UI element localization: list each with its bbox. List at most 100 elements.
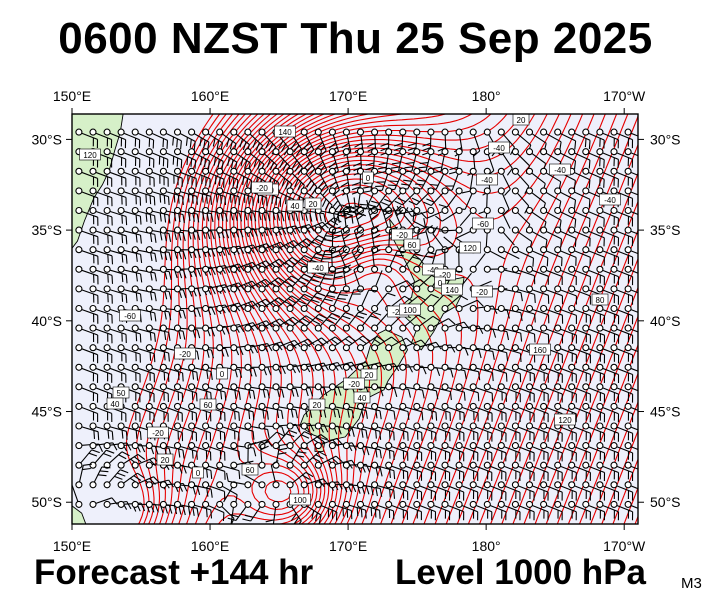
wind-barb (540, 167, 562, 191)
wind-barb (483, 344, 509, 362)
contour-label: -20 (471, 285, 493, 298)
wind-barb (540, 304, 564, 324)
wind-barb (455, 402, 479, 422)
wind-barb (582, 304, 606, 325)
wind-barb (340, 167, 351, 196)
wind-barb (286, 238, 314, 254)
wind-barb (511, 226, 533, 251)
wind-barb (89, 363, 113, 383)
svg-text:-20: -20 (152, 429, 164, 438)
wind-barb (173, 167, 197, 188)
wind-barb (103, 128, 127, 149)
wind-barb (131, 324, 156, 342)
wind-barb (328, 266, 345, 293)
wind-barb (356, 402, 382, 420)
wind-barb (342, 311, 367, 332)
wind-barb (216, 187, 240, 206)
wind-barb (610, 226, 634, 247)
wind-barb (385, 250, 406, 273)
contour-label: -40 (488, 141, 510, 154)
wind-barb (371, 442, 395, 461)
wind-barb (131, 246, 157, 262)
wind-barb (420, 206, 449, 219)
wind-barb (540, 461, 563, 482)
wind-barb (596, 402, 620, 423)
wind-barb (314, 336, 343, 352)
wind-barb (568, 402, 591, 423)
wind-barb (131, 187, 156, 206)
wind-barb (131, 226, 157, 243)
contour-label: 20 (304, 197, 322, 210)
wind-barb (103, 469, 129, 489)
wind-barb (497, 206, 511, 229)
wind-barb (525, 226, 548, 249)
wind-barb (145, 344, 170, 362)
wind-barb (173, 285, 202, 297)
wind-barb (75, 285, 99, 305)
wind-barb (371, 461, 396, 480)
wind-barb (75, 363, 99, 383)
wind-barb (483, 304, 510, 319)
longitude-tick-label: 160°E (191, 538, 229, 554)
map-frame (71, 113, 639, 525)
latitude-tick-label: 30°S (31, 131, 62, 147)
wind-barb (469, 500, 493, 521)
wind-barb (554, 148, 577, 170)
wind-barb (328, 383, 356, 396)
wind-barb (511, 148, 531, 174)
map-border (71, 113, 639, 525)
svg-text:-60: -60 (124, 312, 136, 321)
wind-barb (483, 500, 507, 521)
wind-barb (131, 363, 155, 383)
wind-barb (441, 295, 469, 313)
wind-barb (596, 481, 620, 501)
latitude-tick-label: 50°S (31, 494, 62, 510)
svg-text:-40: -40 (481, 176, 493, 185)
wind-barb (568, 226, 591, 247)
wind-barb (258, 297, 286, 313)
wind-barb (412, 167, 435, 190)
wind-barb (568, 324, 591, 344)
wind-barb (399, 402, 424, 421)
svg-text:-20: -20 (179, 350, 191, 359)
svg-text:50: 50 (117, 389, 126, 398)
contour-label: -40 (549, 163, 571, 176)
wind-barb (413, 251, 437, 273)
wind-barb (75, 422, 100, 441)
wind-barb (145, 226, 172, 243)
wind-barb (399, 278, 428, 293)
wind-barb (497, 363, 522, 383)
wind-barb (497, 461, 521, 482)
wind-barb (441, 442, 465, 462)
wind-barb (371, 245, 381, 273)
wind-barb (188, 383, 212, 402)
svg-text:-40: -40 (312, 264, 324, 273)
wind-barb (554, 304, 577, 324)
wind-barb (435, 206, 463, 222)
wind-barb (300, 252, 325, 273)
wind-barb (596, 344, 620, 364)
wind-barb (497, 246, 520, 260)
wind-barb (229, 500, 238, 524)
svg-text:-60: -60 (477, 220, 489, 229)
wind-barb (582, 226, 605, 247)
wind-barb (188, 461, 213, 479)
wind-barb (427, 293, 453, 313)
wind-barb (469, 363, 494, 382)
wind-barb (328, 335, 357, 352)
wind-barb (272, 148, 291, 175)
wind-barb (568, 344, 591, 364)
wind-barb (353, 224, 365, 254)
wind-barb (568, 442, 591, 462)
wind-barb (286, 293, 313, 313)
wind-barb (286, 447, 309, 469)
wind-barb (525, 148, 547, 172)
wind-barb (300, 337, 329, 352)
wind-barb (371, 422, 395, 441)
wind-barb (469, 128, 481, 157)
svg-text:140: 140 (278, 128, 292, 137)
contour-label: 50 (112, 386, 130, 399)
wind-barb (399, 481, 423, 501)
wind-barb (159, 402, 183, 422)
wind-barb (286, 431, 313, 450)
